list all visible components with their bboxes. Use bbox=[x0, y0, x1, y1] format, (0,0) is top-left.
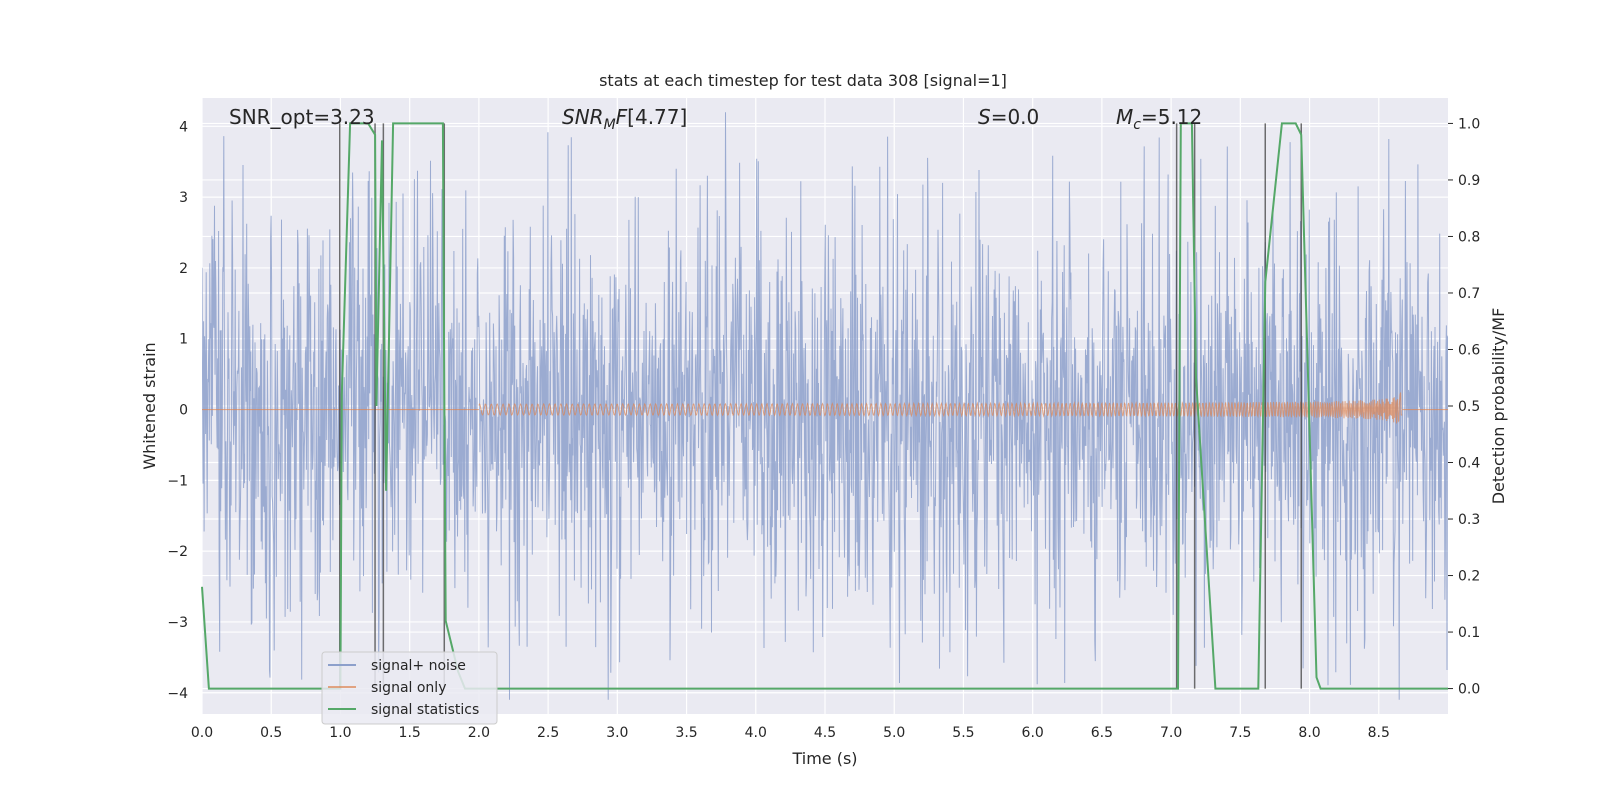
y-tick-label: 3 bbox=[179, 190, 188, 206]
legend-label-stats: signal statistics bbox=[371, 702, 479, 718]
x-tick-label: 4.0 bbox=[745, 725, 767, 741]
annotation-s: S=0.0 bbox=[978, 105, 1039, 129]
y-tick-label: −2 bbox=[167, 544, 188, 560]
y2-tick-label: 0.3 bbox=[1458, 512, 1480, 528]
annotation-mc: Mc=5.12 bbox=[1116, 105, 1202, 133]
y-tick-label: −3 bbox=[167, 615, 188, 631]
y-tick-label: 1 bbox=[179, 332, 188, 348]
x-tick-label: 6.5 bbox=[1091, 725, 1113, 741]
y2-tick-label: 0.7 bbox=[1458, 286, 1480, 302]
signal-chirp-line bbox=[478, 392, 1403, 424]
x-tick-label: 7.5 bbox=[1229, 725, 1251, 741]
annotation-snr-opt: SNR_opt=3.23 bbox=[229, 105, 375, 129]
x-tick-label: 2.0 bbox=[468, 725, 490, 741]
x-tick-label: 0.5 bbox=[260, 725, 282, 741]
x-tick-label: 6.0 bbox=[1022, 725, 1044, 741]
x-tick-label: 3.0 bbox=[606, 725, 628, 741]
y-axis-label: Whitened strain bbox=[140, 342, 159, 469]
chart-title: stats at each timestep for test data 308… bbox=[599, 71, 1007, 90]
x-tick-label: 5.0 bbox=[883, 725, 905, 741]
x-tick-label: 5.5 bbox=[952, 725, 974, 741]
legend-label-signal: signal only bbox=[371, 680, 446, 696]
y2-tick-label: 0.5 bbox=[1458, 399, 1480, 415]
y-ticks: 4 3 2 1 0 −1 −2 −3 −4 bbox=[167, 119, 188, 701]
x-tick-label: 3.5 bbox=[675, 725, 697, 741]
legend: signal+ noise signal only signal statist… bbox=[321, 651, 498, 725]
y-tick-label: 4 bbox=[179, 119, 188, 135]
y2-tick-label: 0.6 bbox=[1458, 342, 1480, 358]
y2-tick-label: 0.8 bbox=[1458, 229, 1480, 245]
x-tick-label: 1.5 bbox=[399, 725, 421, 741]
x-tick-label: 2.5 bbox=[537, 725, 559, 741]
y-tick-label: −1 bbox=[167, 473, 188, 489]
x-ticks: 0.0 0.5 1.0 1.5 2.0 2.5 3.0 3.5 4.0 4.5 5.0 5.5 6.0 6… bbox=[191, 725, 1390, 741]
annotation-snr-mf: SNRMF[4.77] bbox=[562, 105, 687, 133]
y2-tick-label: 0.1 bbox=[1458, 625, 1480, 641]
x-tick-label: 8.5 bbox=[1368, 725, 1390, 741]
y2-tick-label: 0.9 bbox=[1458, 173, 1480, 189]
y2-tick-label: 0.4 bbox=[1458, 456, 1480, 472]
y2-ticks: 1.0 0.9 0.8 0.7 0.6 0.5 0.4 0.3 0.2 0.1 0.0 bbox=[1448, 116, 1480, 698]
y-tick-label: −4 bbox=[167, 686, 188, 702]
y-tick-label: 2 bbox=[179, 261, 188, 277]
x-tick-label: 0.0 bbox=[191, 725, 213, 741]
legend-label-noise: signal+ noise bbox=[371, 658, 466, 674]
y2-tick-label: 0.0 bbox=[1458, 682, 1480, 698]
x-tick-label: 7.0 bbox=[1160, 725, 1182, 741]
y-tick-label: 0 bbox=[179, 403, 188, 419]
x-tick-label: 4.5 bbox=[814, 725, 836, 741]
x-axis-label: Time (s) bbox=[791, 749, 857, 768]
y2-tick-label: 0.2 bbox=[1458, 569, 1480, 585]
y2-tick-label: 1.0 bbox=[1458, 116, 1480, 132]
vertical-markers bbox=[339, 123, 1302, 689]
x-tick-label: 1.0 bbox=[329, 725, 351, 741]
x-tick-label: 8.0 bbox=[1298, 725, 1320, 741]
y2-axis-label: Detection probability/MF bbox=[1489, 308, 1508, 505]
